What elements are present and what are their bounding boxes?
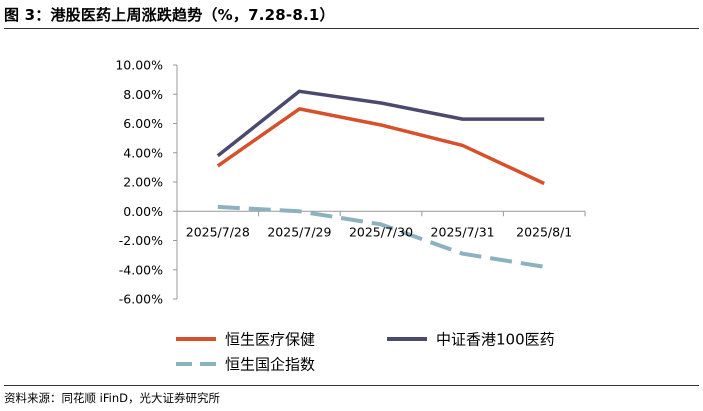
y-tick-label: -2.00% <box>119 233 163 248</box>
chart-axes <box>173 64 586 300</box>
y-tick-label: -4.00% <box>119 262 163 277</box>
y-tick-label: 10.00% <box>115 58 163 73</box>
title-rule <box>4 28 699 29</box>
source-rule <box>4 385 699 386</box>
x-tick-label: 2025/7/31 <box>431 224 495 239</box>
source-note: 资料来源：同花顺 iFinD，光大证券研究所 <box>4 391 220 405</box>
legend-label: 恒生医疗保健 <box>225 331 315 349</box>
y-tick-label: 0.00% <box>123 204 163 219</box>
y-tick-label: 6.00% <box>123 116 163 131</box>
x-tick-label: 2025/8/1 <box>516 224 572 239</box>
series-line <box>216 107 545 186</box>
x-tick-label: 2025/7/29 <box>267 224 331 239</box>
x-tick-label: 2025/7/30 <box>349 224 413 239</box>
series-line <box>216 89 545 158</box>
y-tick-label: 2.00% <box>123 175 163 190</box>
series-line <box>217 204 545 269</box>
chart-series <box>216 89 545 269</box>
y-tick-label: 8.00% <box>123 87 163 102</box>
y-tick-label: -6.00% <box>119 292 163 307</box>
x-tick-label: 2025/7/28 <box>186 224 250 239</box>
legend-label: 恒生国企指数 <box>225 356 315 374</box>
figure-title: 图 3：港股医药上周涨跌趋势（%，7.28-8.1） <box>4 6 335 24</box>
y-tick-label: 4.00% <box>123 145 163 160</box>
legend-label: 中证香港100医药 <box>436 331 555 349</box>
chart-tick-labels: 10.00% 8.00% 6.00% 4.00% 2.00% 0.00% -2.00% -4.… <box>115 58 572 307</box>
